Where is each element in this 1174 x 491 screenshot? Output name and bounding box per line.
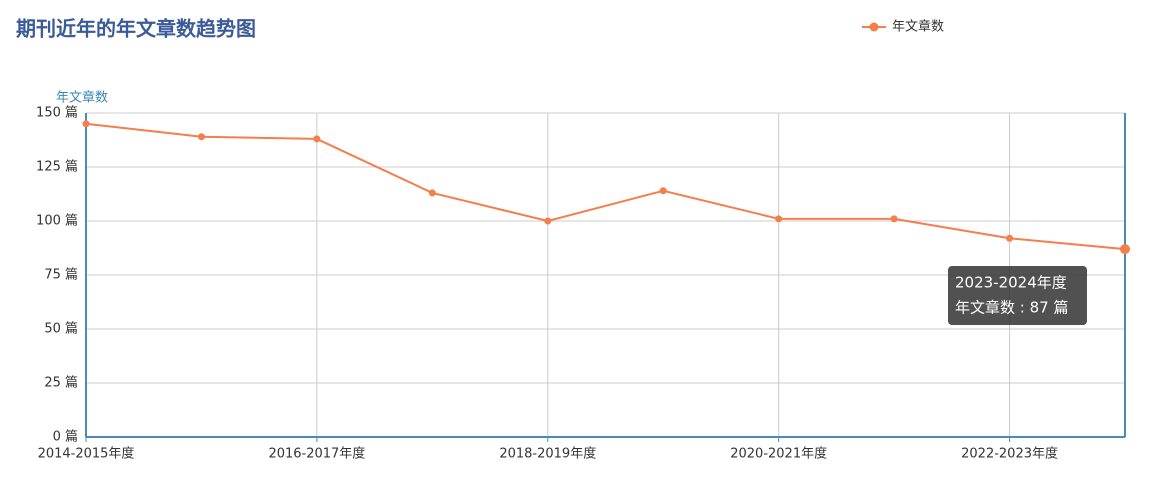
y-tick-label: 25 篇 [44,376,78,391]
point [82,120,90,128]
point [197,133,205,141]
legend-marker [869,22,879,32]
x-tick-label: 2022-2023年度 [961,446,1058,462]
y-tick-label: 50 篇 [44,322,78,337]
line [85,122,1126,251]
point [890,215,898,223]
y-tick-label: 100 篇 [36,214,78,229]
tooltip-title: 2023-2024年度 [955,274,1067,292]
y-axis-label: 年文章数 [56,90,108,106]
point [313,135,321,143]
y-tick-label: 150 篇 [36,106,78,121]
tooltip-box [948,266,1087,325]
x-tick-label: 2014-2015年度 [38,446,135,462]
point [428,189,436,197]
x-tick-label: 2018-2019年度 [499,446,596,462]
point [544,217,552,225]
point [1120,244,1130,255]
tooltip-text: 年文章数 : 87 篇 [955,299,1068,317]
x-tick-label: 2020-2021年度 [730,446,827,462]
x-tick-label: 2016-2017年度 [268,446,365,462]
point [659,187,667,195]
legend-label: 年文章数 [892,19,944,35]
y-tick-label: 75 篇 [44,268,78,283]
y-tick-label: 125 篇 [36,160,78,175]
y-tick-label: 0 篇 [53,430,78,445]
chart-title: 期刊近年的年文章数趋势图 [16,17,256,41]
point [1006,234,1014,242]
point [775,215,783,223]
